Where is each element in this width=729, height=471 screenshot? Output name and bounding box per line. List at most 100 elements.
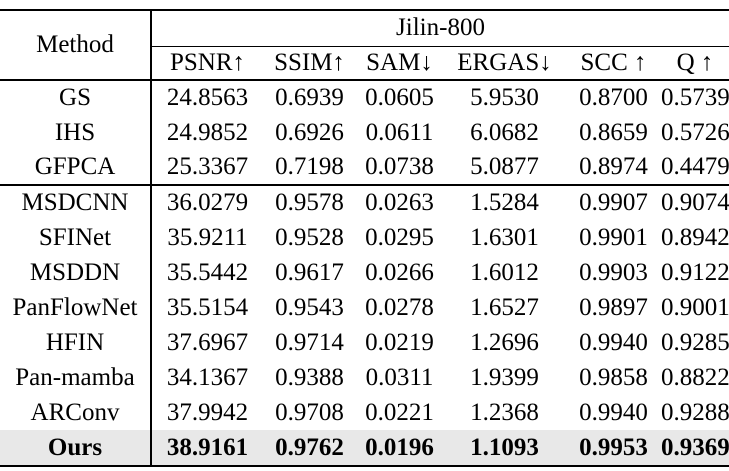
value-cell-ssim: 0.9617 — [275, 258, 344, 286]
table-row: GFPCA 25.3367 0.7198 0.0738 5.0877 0.897… — [0, 150, 729, 186]
value-cell-psnr: 35.9211 — [167, 223, 248, 251]
value-cell-ergas: 1.6301 — [470, 223, 539, 251]
table-row: HFIN 37.6967 0.9714 0.0219 1.2696 0.9940… — [0, 325, 729, 360]
value-cell-psnr: 24.9852 — [166, 118, 249, 146]
value-cell-sam: 0.0738 — [356, 150, 443, 186]
value-cell-ergas: 6.0682 — [470, 118, 539, 146]
value-cell-ssim: 0.6926 — [275, 118, 344, 146]
value-cell-ssim: 0.9578 — [275, 189, 344, 216]
value-cell-q: 0.9369 — [661, 433, 729, 461]
results-table: Method Jilin-800 PSNR↑ SSIM↑ SAM↓ ERGAS↓… — [0, 9, 729, 467]
value-cell-ergas: 1.9399 — [470, 363, 539, 391]
table-row: MSDDN 35.5442 0.9617 0.0266 1.6012 0.990… — [0, 255, 729, 290]
value-cell-psnr: 36.0279 — [166, 189, 249, 216]
value-cell-ergas: 5.0877 — [443, 150, 566, 186]
method-cell: HFIN — [0, 325, 152, 360]
value-cell-scc: 0.9897 — [579, 293, 648, 321]
value-cell-scc: 0.9901 — [579, 223, 648, 251]
column-header-psnr: PSNR↑ — [151, 46, 263, 81]
value-cell-ergas: 1.6012 — [470, 258, 539, 286]
metric-header-row: PSNR↑ SSIM↑ SAM↓ ERGAS↓ SCC ↑ Q ↑ — [0, 46, 729, 81]
table-row: Pan-mamba 34.1367 0.9388 0.0311 1.9399 0… — [0, 360, 729, 395]
value-cell-q: 0.4479 — [661, 150, 729, 186]
value-cell-scc: 0.8700 — [579, 84, 648, 111]
table-row: GS 24.8563 0.6939 0.0605 5.9530 0.8700 0… — [0, 80, 729, 115]
column-header-ssim: SSIM↑ — [263, 46, 356, 81]
column-header-sam: SAM↓ — [356, 46, 443, 81]
value-cell-ssim: 0.9528 — [275, 223, 344, 251]
method-cell: MSDDN — [0, 255, 152, 290]
method-cell: Ours — [0, 430, 152, 466]
value-cell-sam: 0.0266 — [365, 258, 434, 286]
value-cell-sam: 0.0219 — [365, 328, 434, 356]
value-cell-psnr: 38.9161 — [166, 433, 249, 461]
method-cell: Pan-mamba — [0, 360, 152, 395]
method-cell: PanFlowNet — [0, 290, 152, 325]
value-cell-scc: 0.9903 — [579, 258, 648, 286]
method-cell: IHS — [0, 115, 152, 150]
value-cell-psnr: 24.8563 — [166, 84, 249, 111]
value-cell-psnr: 37.9942 — [166, 398, 249, 426]
value-cell-ssim: 0.9543 — [275, 293, 344, 321]
value-cell-ssim: 0.7198 — [263, 150, 356, 186]
value-cell-psnr: 34.1367 — [166, 363, 249, 391]
value-cell-ergas: 1.5284 — [470, 189, 539, 216]
value-cell-sam: 0.0221 — [365, 398, 434, 426]
value-cell-scc: 0.9858 — [579, 363, 648, 391]
table-row: PanFlowNet 35.5154 0.9543 0.0278 1.6527 … — [0, 290, 729, 325]
value-cell-sam: 0.0611 — [365, 118, 434, 146]
value-cell-psnr: 37.6967 — [166, 328, 249, 356]
value-cell-q: 0.8822 — [661, 363, 729, 391]
value-cell-psnr: 25.3367 — [151, 150, 263, 186]
value-cell-q: 0.8942 — [661, 223, 729, 251]
column-header-scc: SCC ↑ — [566, 46, 661, 81]
column-header-q: Q ↑ — [661, 46, 729, 81]
value-cell-q: 0.5726 — [661, 118, 729, 146]
value-cell-q: 0.9001 — [661, 293, 729, 321]
value-cell-ssim: 0.9762 — [275, 433, 344, 461]
value-cell-scc: 0.9953 — [579, 433, 648, 461]
table-row: ARConv 37.9942 0.9708 0.0221 1.2368 0.99… — [0, 395, 729, 430]
value-cell-sam: 0.0278 — [365, 293, 434, 321]
method-cell: MSDCNN — [0, 185, 152, 220]
value-cell-q: 0.5739 — [661, 84, 729, 111]
value-cell-ergas: 1.6527 — [470, 293, 539, 321]
value-cell-ssim: 0.9708 — [275, 398, 344, 426]
value-cell-psnr: 35.5154 — [166, 293, 249, 321]
value-cell-sam: 0.0605 — [365, 84, 434, 111]
value-cell-sam: 0.0263 — [365, 189, 434, 216]
value-cell-sam: 0.0311 — [365, 363, 434, 391]
value-cell-ergas: 1.1093 — [470, 433, 539, 461]
value-cell-scc: 0.8974 — [566, 150, 661, 186]
value-cell-q: 0.9074 — [661, 189, 729, 216]
table-row: SFINet 35.9211 0.9528 0.0295 1.6301 0.99… — [0, 220, 729, 255]
method-column-header: Method — [0, 10, 152, 81]
value-cell-ssim: 0.9714 — [275, 328, 344, 356]
value-cell-ssim: 0.9388 — [275, 363, 344, 391]
value-cell-ssim: 0.6939 — [275, 84, 344, 111]
value-cell-scc: 0.9907 — [579, 189, 648, 216]
value-cell-ergas: 5.9530 — [470, 84, 539, 111]
value-cell-scc: 0.9940 — [579, 328, 648, 356]
column-header-ergas: ERGAS↓ — [443, 46, 566, 81]
header-group-row: Method Jilin-800 — [0, 10, 729, 81]
value-cell-ergas: 1.2368 — [470, 398, 539, 426]
table-row: IHS 24.9852 0.6926 0.0611 6.0682 0.8659 … — [0, 115, 729, 150]
table-body: GS 24.8563 0.6939 0.0605 5.9530 0.8700 0… — [0, 80, 729, 466]
value-cell-scc: 0.9940 — [579, 398, 648, 426]
value-cell-sam: 0.0196 — [365, 433, 434, 461]
value-cell-sam: 0.0295 — [365, 223, 434, 251]
table-row: Ours 38.9161 0.9762 0.0196 1.1093 0.9953… — [0, 430, 729, 466]
value-cell-q: 0.9122 — [661, 258, 729, 286]
dataset-group-header: Jilin-800 — [151, 10, 729, 47]
value-cell-ergas: 1.2696 — [470, 328, 539, 356]
method-cell: GS — [0, 80, 152, 115]
value-cell-psnr: 35.5442 — [166, 258, 249, 286]
method-cell: SFINet — [0, 220, 152, 255]
method-cell: GFPCA — [0, 150, 152, 186]
table-row: MSDCNN 36.0279 0.9578 0.0263 1.5284 0.99… — [0, 185, 729, 220]
value-cell-q: 0.9288 — [661, 398, 729, 426]
value-cell-scc: 0.8659 — [579, 118, 648, 146]
method-cell: ARConv — [0, 395, 152, 430]
